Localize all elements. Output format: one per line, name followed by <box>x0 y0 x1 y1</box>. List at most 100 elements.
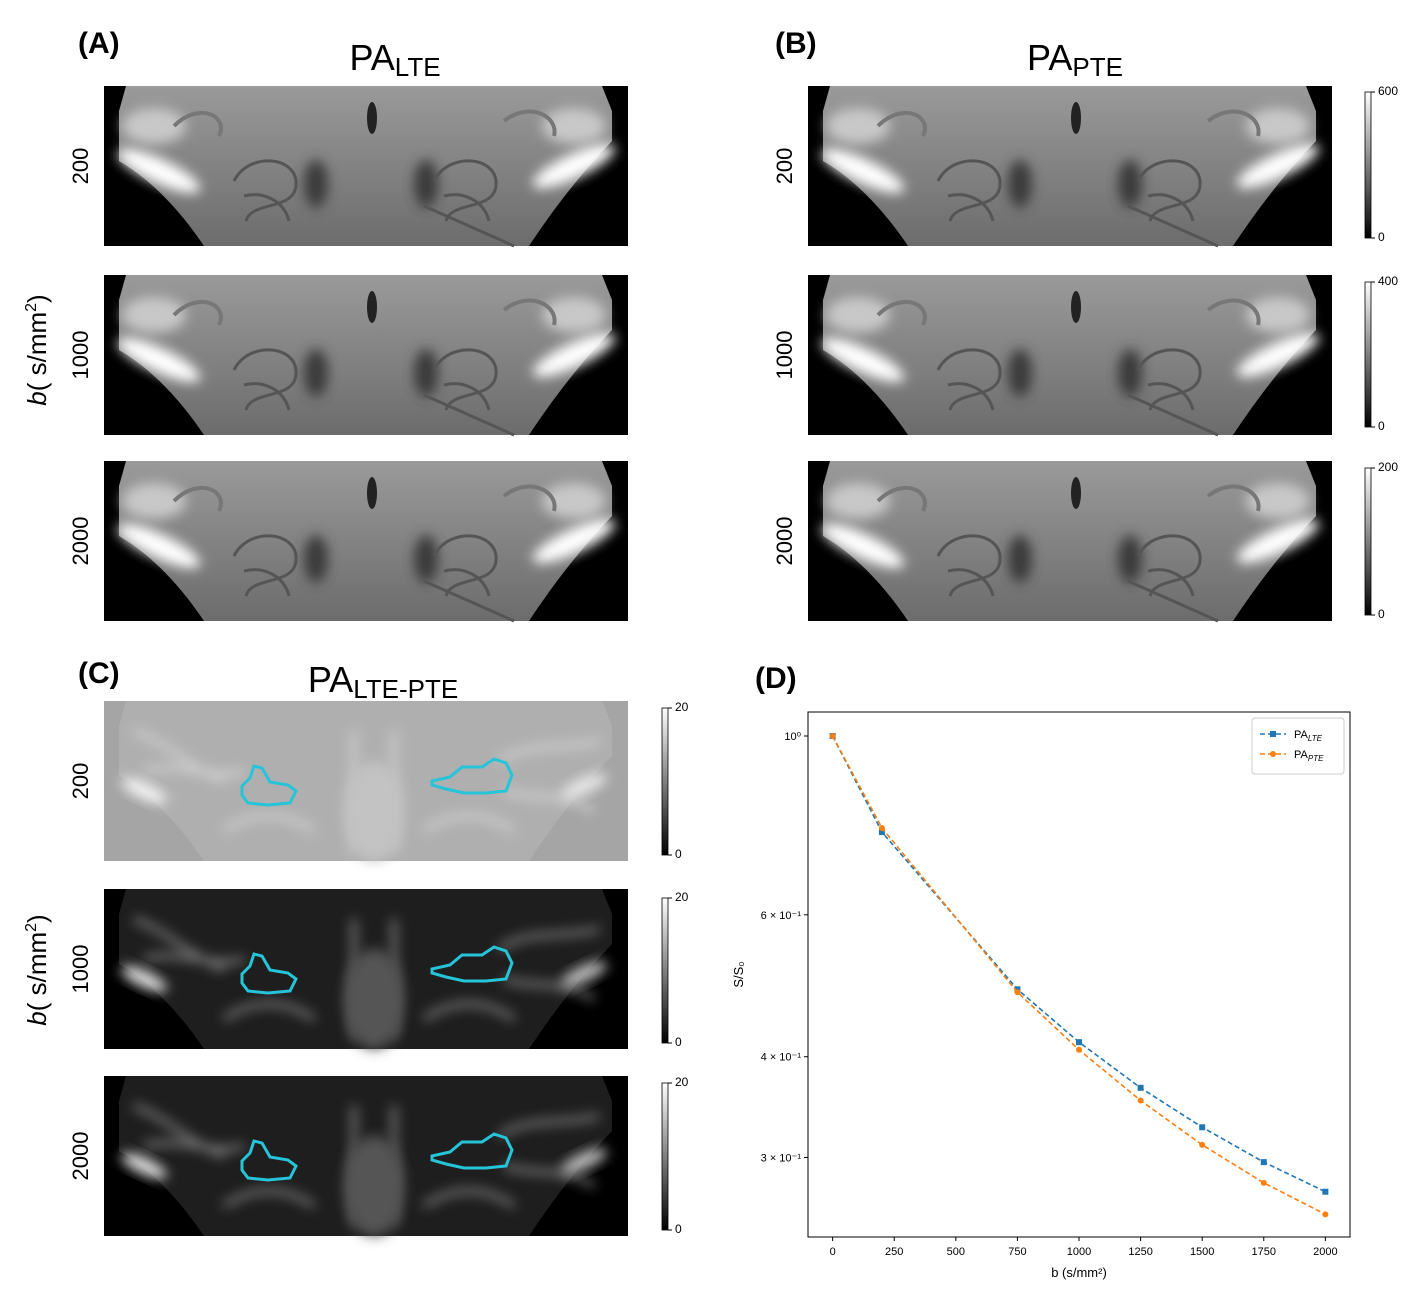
x-tick-label: 1750 <box>1252 1246 1276 1258</box>
title-text: PA <box>349 37 394 78</box>
y-axis-label: S/S₀ <box>731 961 746 987</box>
marker <box>1322 1188 1329 1195</box>
row-label: 200 <box>68 763 93 800</box>
image <box>104 889 628 1049</box>
row-label: 1000 <box>772 331 797 380</box>
axis-label-sup: 2 <box>23 923 40 932</box>
image <box>808 461 1332 621</box>
colorbar <box>661 1082 669 1231</box>
legend-marker <box>1270 731 1276 737</box>
series-line <box>831 735 1326 1216</box>
title-subscript: LTE-PTE <box>353 674 458 704</box>
x-tick-label: 0 <box>830 1246 836 1258</box>
legend-marker <box>1270 751 1276 757</box>
image <box>808 275 1332 435</box>
title-text: PA <box>308 659 353 700</box>
row-label: 2000 <box>772 517 797 566</box>
x-tick-label: 500 <box>947 1246 965 1258</box>
panel-label: (D) <box>755 662 797 695</box>
marker <box>1199 1141 1206 1148</box>
marker <box>1260 1179 1267 1186</box>
panel-title: PALTE <box>349 37 440 82</box>
marker <box>1199 1124 1206 1131</box>
title-subscript: PTE <box>1072 52 1123 82</box>
axis-label-text: ( s/mm <box>22 312 52 391</box>
axis-label-sup: 2 <box>23 303 40 312</box>
colorbar <box>661 897 669 1044</box>
x-tick-label: 1250 <box>1128 1246 1152 1258</box>
x-axis-label: b (s/mm²) <box>1051 1265 1107 1280</box>
row-label: 1000 <box>68 945 93 994</box>
colorbar-tick-label: 0 <box>675 1222 682 1236</box>
axis-label-text: ( s/mm <box>22 932 52 1011</box>
panel-label: (A) <box>78 27 120 60</box>
image <box>104 461 628 621</box>
marker <box>1076 1039 1082 1046</box>
marker <box>1322 1211 1329 1218</box>
colorbar-tick-label: 400 <box>1378 274 1398 288</box>
marker <box>878 829 885 836</box>
title-subscript: LTE <box>395 52 441 82</box>
panel-a: (A) PALTE <box>78 27 628 621</box>
marker <box>1137 1084 1144 1091</box>
image <box>104 1076 628 1236</box>
row-label: 2000 <box>68 517 93 566</box>
marker <box>1137 1097 1144 1104</box>
panel-label: (C) <box>78 657 120 690</box>
y-tick-label: 6 × 10⁻¹ <box>761 910 802 922</box>
row-label: 2000 <box>68 1132 93 1181</box>
colorbar <box>1364 467 1372 616</box>
axis-label-italic: b <box>22 1011 52 1025</box>
colorbar-tick-label: 20 <box>675 890 689 904</box>
legend-name: PA <box>1294 749 1309 761</box>
legend-label: PALTE <box>1294 729 1323 743</box>
marker <box>1014 989 1021 996</box>
axis-label-end: ) <box>22 914 52 923</box>
colorbar-tick-label: 0 <box>1378 607 1385 621</box>
panel-c: (C) PALTE-PTE <box>78 657 628 1236</box>
legend-name: PA <box>1294 729 1309 741</box>
row-label: 1000 <box>68 331 93 380</box>
legend-label: PAPTE <box>1294 749 1324 763</box>
legend-box <box>1251 717 1345 775</box>
image <box>104 701 628 861</box>
title-text: PA <box>1027 37 1072 78</box>
marker <box>878 824 885 831</box>
x-tick-label: 250 <box>885 1246 903 1258</box>
panel-b: (B) PAPTE <box>775 27 1332 621</box>
panel-title: PAPTE <box>1027 37 1123 82</box>
x-tick-label: 1500 <box>1190 1246 1214 1258</box>
colorbar-tick-label: 600 <box>1378 84 1398 98</box>
x-tick-label: 2000 <box>1313 1246 1337 1258</box>
legend-name-sub: LTE <box>1308 734 1323 743</box>
marker <box>1076 1046 1082 1053</box>
marker <box>1260 1159 1267 1166</box>
legend-name-sub: PTE <box>1308 754 1324 763</box>
row-label: 200 <box>772 148 797 185</box>
panel-label: (B) <box>775 27 817 60</box>
x-tick-label: 750 <box>1008 1246 1026 1258</box>
colorbar <box>1364 91 1372 239</box>
plot-frame <box>807 711 1351 1238</box>
colorbar-tick-label: 20 <box>675 700 689 714</box>
colorbar <box>661 707 669 856</box>
colorbar-tick-label: 20 <box>675 1075 689 1089</box>
axis-label: b( s/mm2) <box>22 294 52 405</box>
axis-label-italic: b <box>22 391 52 405</box>
y-tick-label: 3 × 10⁻¹ <box>761 1152 802 1164</box>
y-tick-label: 10⁰ <box>784 731 801 743</box>
colorbar-tick-label: 0 <box>1378 230 1385 244</box>
colorbar-tick-label: 0 <box>675 847 682 861</box>
marker <box>829 733 836 740</box>
image <box>808 86 1332 246</box>
colorbar-tick-label: 0 <box>1378 419 1385 433</box>
image <box>104 275 628 435</box>
row-label: 200 <box>68 148 93 185</box>
image <box>104 86 628 246</box>
colorbar-tick-label: 200 <box>1378 460 1398 474</box>
x-tick-label: 1000 <box>1067 1246 1091 1258</box>
axis-label-end: ) <box>22 294 52 303</box>
axis-label: b( s/mm2) <box>22 914 52 1025</box>
y-tick-label: 4 × 10⁻¹ <box>761 1052 802 1064</box>
